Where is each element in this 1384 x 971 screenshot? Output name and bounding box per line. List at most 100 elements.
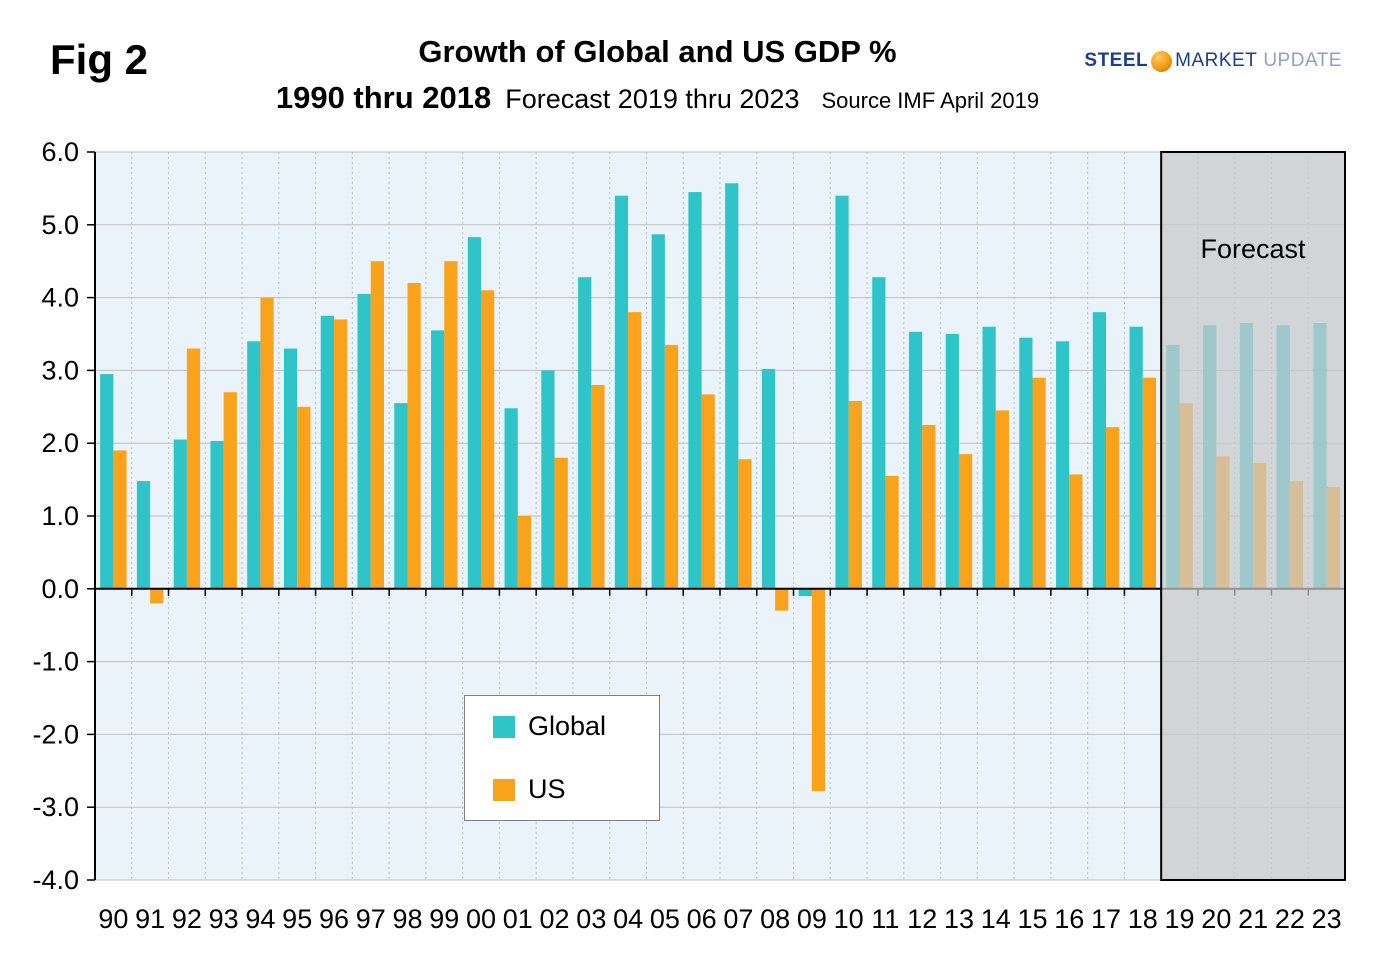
x-axis-label: 04 <box>613 904 643 934</box>
x-axis-label: 91 <box>135 904 165 934</box>
y-axis-label: 1.0 <box>41 501 79 531</box>
bar-us-05 <box>664 344 679 589</box>
legend-label-global: Global <box>528 711 607 741</box>
x-axis-label: 13 <box>944 904 974 934</box>
bar-us-02 <box>554 457 568 589</box>
x-axis-label: 97 <box>356 904 386 934</box>
y-axis-label: 4.0 <box>41 283 79 313</box>
bar-global-02 <box>541 370 555 589</box>
x-axis-label: 01 <box>503 904 533 934</box>
bar-global-16 <box>1056 341 1070 589</box>
legend: Global US <box>464 695 660 821</box>
bar-us-92 <box>186 348 201 589</box>
x-axis-label: 21 <box>1238 904 1268 934</box>
bar-us-03 <box>591 384 605 589</box>
bar-global-04 <box>614 195 629 589</box>
x-axis-label: 00 <box>466 904 496 934</box>
x-axis-label: 10 <box>834 904 864 934</box>
bar-us-04 <box>628 312 642 589</box>
figure-number-label: Fig 2 <box>50 36 149 83</box>
legend-swatch-us <box>493 778 515 801</box>
bar-global-07 <box>725 183 739 589</box>
bar-global-98 <box>394 403 408 589</box>
subtitle-forecast-period: Forecast 2019 thru 2023 <box>505 83 800 114</box>
y-axis-label: 6.0 <box>41 137 79 167</box>
bar-global-08 <box>761 368 776 589</box>
bar-us-94 <box>260 297 274 589</box>
bar-global-11 <box>872 277 886 589</box>
bar-global-95 <box>283 348 298 589</box>
bar-global-90 <box>100 374 114 589</box>
bar-global-01 <box>504 408 518 589</box>
x-axis-label: 09 <box>797 904 827 934</box>
bar-global-18 <box>1129 326 1143 589</box>
bar-us-18 <box>1142 377 1157 589</box>
bar-us-01 <box>517 516 532 589</box>
bar-global-05 <box>651 234 665 589</box>
x-axis-label: 19 <box>1165 904 1195 934</box>
y-axis-label: -1.0 <box>32 647 79 677</box>
x-axis-label: 90 <box>98 904 128 934</box>
x-axis-label: 23 <box>1312 904 1342 934</box>
bar-us-99 <box>444 261 458 589</box>
bar-us-95 <box>297 406 311 589</box>
bar-global-91 <box>136 481 151 589</box>
x-axis-label: 92 <box>172 904 202 934</box>
x-axis-label: 20 <box>1201 904 1231 934</box>
y-axis-label: 0.0 <box>41 574 79 604</box>
bar-global-92 <box>173 439 187 589</box>
bar-global-94 <box>247 341 261 589</box>
bar-global-10 <box>835 195 849 589</box>
x-axis-label: 93 <box>209 904 239 934</box>
y-axis-label: 5.0 <box>41 210 79 240</box>
bar-us-06 <box>701 394 715 589</box>
bar-us-96 <box>333 319 348 589</box>
bar-global-12 <box>908 331 923 589</box>
bar-us-10 <box>848 400 862 589</box>
x-axis-label: 98 <box>392 904 422 934</box>
bar-global-17 <box>1092 312 1107 589</box>
bar-global-14 <box>982 326 996 589</box>
bar-us-12 <box>922 425 936 589</box>
bar-us-90 <box>113 450 127 589</box>
bar-global-00 <box>467 237 482 589</box>
legend-item-global: Global <box>493 711 659 742</box>
y-axis-label: -4.0 <box>32 865 79 895</box>
x-axis-label: 06 <box>687 904 717 934</box>
x-axis-label: 95 <box>282 904 312 934</box>
bar-global-06 <box>688 192 702 589</box>
x-axis-label: 08 <box>760 904 790 934</box>
forecast-region <box>1160 151 1347 881</box>
forecast-region-label: Forecast <box>1200 234 1306 264</box>
legend-label-us: US <box>528 774 566 804</box>
bar-us-97 <box>370 261 384 589</box>
x-axis-label: 15 <box>1017 904 1047 934</box>
bar-us-93 <box>223 392 237 589</box>
y-axis-label: 3.0 <box>41 355 79 385</box>
bar-us-09 <box>811 588 826 792</box>
x-axis-label: 07 <box>723 904 753 934</box>
bar-global-97 <box>357 293 371 589</box>
bar-us-07 <box>738 459 752 589</box>
bar-us-14 <box>995 410 1009 589</box>
bar-us-17 <box>1106 427 1120 589</box>
source-label: Source IMF April 2019 <box>821 87 1040 113</box>
logo-market-text: MARKET <box>1175 50 1258 71</box>
legend-item-us: US <box>493 774 659 805</box>
x-axis-label: 94 <box>245 904 275 934</box>
x-axis-label: 14 <box>981 904 1011 934</box>
bar-us-15 <box>1032 377 1046 589</box>
steel-market-update-logo: STEEL MARKET UPDATE <box>1084 50 1342 72</box>
legend-swatch-global <box>493 715 515 738</box>
bar-global-13 <box>945 334 959 589</box>
x-axis-label: 17 <box>1091 904 1121 934</box>
chart-title: Growth of Global and US GDP % <box>418 34 897 69</box>
subtitle-period: 1990 thru 2018 <box>275 79 492 115</box>
x-axis-label: 99 <box>429 904 459 934</box>
y-axis-label: -2.0 <box>32 719 79 749</box>
logo-globe-icon <box>1151 50 1173 72</box>
x-axis-label: 03 <box>576 904 606 934</box>
bar-us-16 <box>1069 474 1083 589</box>
